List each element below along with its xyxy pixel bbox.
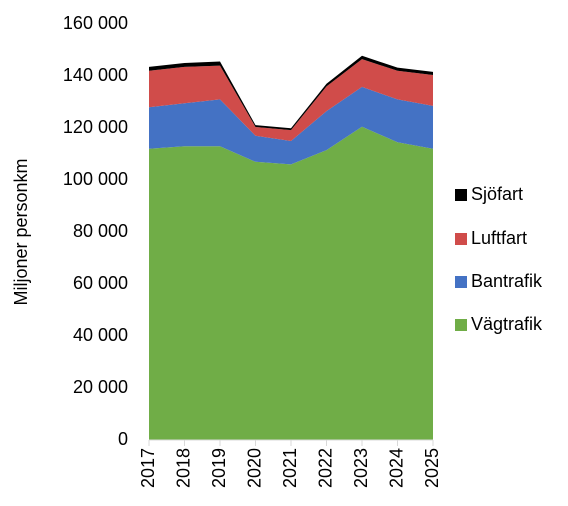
x-tick-label: 2023: [351, 448, 371, 488]
x-tick-label: 2017: [138, 448, 158, 488]
x-tick-label: 2020: [244, 448, 264, 488]
y-tick-label: 120 000: [63, 117, 128, 137]
x-tick-label: 2018: [173, 448, 193, 488]
y-tick-label: 0: [118, 429, 128, 449]
y-tick-label: 80 000: [73, 221, 128, 241]
area: [149, 126, 433, 440]
area: [149, 86, 433, 165]
x-tick-label: 2019: [209, 448, 229, 488]
y-axis-label: Miljoner personkm: [11, 158, 31, 305]
legend-label: Bantrafik: [471, 271, 543, 291]
x-tick-label: 2022: [315, 448, 335, 488]
y-tick-label: 40 000: [73, 325, 128, 345]
legend-swatch: [455, 233, 467, 245]
area: [149, 59, 433, 141]
legend-label: Vägtrafik: [471, 314, 543, 334]
legend-swatch: [455, 189, 467, 201]
legend-swatch: [455, 319, 467, 331]
y-tick-label: 60 000: [73, 273, 128, 293]
x-tick-label: 2021: [280, 448, 300, 488]
y-tick-label: 160 000: [63, 13, 128, 33]
legend-label: Sjöfart: [471, 184, 523, 204]
y-tick-label: 140 000: [63, 65, 128, 85]
x-tick-label: 2024: [386, 448, 406, 488]
y-tick-label: 20 000: [73, 377, 128, 397]
x-tick-label: 2025: [422, 448, 442, 488]
y-tick-label: 100 000: [63, 169, 128, 189]
legend-swatch: [455, 276, 467, 288]
legend-label: Luftfart: [471, 228, 527, 248]
